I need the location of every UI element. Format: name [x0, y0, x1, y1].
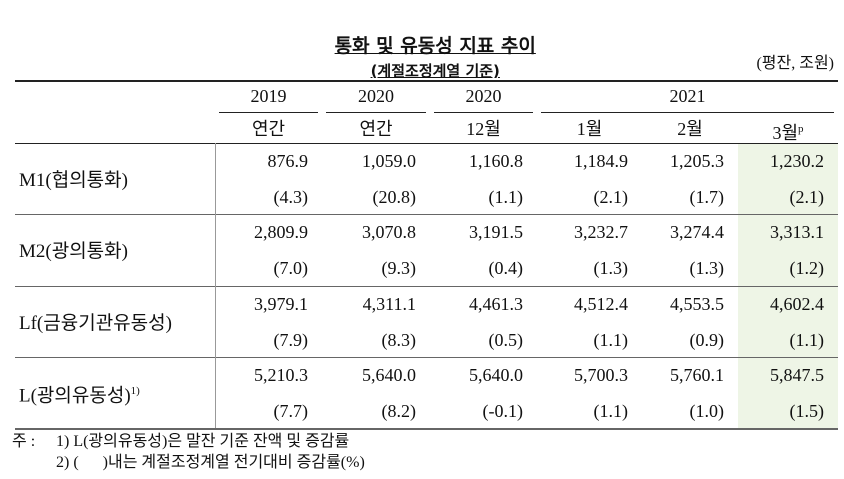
- rule: [15, 214, 838, 216]
- rule: [219, 112, 318, 113]
- value-cell: 1,205.3: [670, 151, 724, 171]
- change-cell: (7.0): [273, 258, 309, 279]
- value-cell: 3,313.1: [770, 222, 824, 243]
- period-header: 3월p: [738, 119, 838, 143]
- period-header: 12월: [430, 119, 537, 139]
- rule: [215, 143, 216, 428]
- note-item: 1) L(광의유동성)은 말잔 기준 잔액 및 증감률: [56, 433, 350, 450]
- change-cell: (9.3): [381, 258, 417, 279]
- rule: [541, 112, 834, 113]
- row-label-text: M1(협의통화): [19, 170, 128, 191]
- change-cell: (2.1): [789, 187, 825, 207]
- value-cell: 5,640.0: [362, 364, 416, 385]
- rule: [15, 143, 838, 144]
- value-cell: 3,191.5: [469, 222, 523, 243]
- value-cell: 3,232.7: [574, 222, 628, 243]
- change-cell: (0.4): [488, 258, 524, 279]
- value-cell: 4,461.3: [469, 293, 523, 314]
- year-header: 2020: [358, 86, 394, 106]
- change-cell: (1.1): [488, 187, 524, 207]
- value-cell: 4,553.5: [670, 293, 724, 314]
- value-cell: 5,700.3: [574, 364, 628, 385]
- row-label: Lf(금융기관유동성): [19, 312, 172, 334]
- value-cell: 5,847.5: [770, 364, 824, 385]
- row-label: M1(협의통화): [19, 171, 128, 191]
- period-text: 3월: [772, 123, 799, 143]
- value-cell: 2,809.9: [254, 222, 308, 243]
- row-label-text: L(광의유동성): [19, 385, 131, 407]
- period-text: 12월: [466, 119, 501, 139]
- rule: [326, 112, 426, 113]
- period-text: 2월: [677, 119, 703, 139]
- period-text: 연간: [359, 119, 393, 139]
- change-cell: (8.2): [381, 400, 417, 421]
- value-cell: 4,512.4: [574, 293, 628, 314]
- change-cell: (-0.1): [482, 400, 523, 421]
- value-cell: 876.9: [267, 151, 309, 171]
- change-cell: (2.1): [593, 187, 629, 207]
- change-cell: (0.5): [488, 329, 524, 350]
- value-cell: 3,979.1: [254, 293, 308, 314]
- rule: [15, 356, 838, 358]
- change-cell: (1.3): [593, 258, 629, 279]
- period-text: 연간: [251, 119, 286, 139]
- note-prefix: 주 :: [12, 433, 36, 450]
- change-cell: (1.7): [689, 187, 725, 207]
- value-cell: 3,070.8: [362, 222, 416, 243]
- rule: [15, 285, 838, 287]
- change-cell: (1.0): [689, 400, 725, 421]
- rule: [434, 112, 533, 113]
- year-header: 2019: [250, 86, 287, 106]
- value-cell: 1,230.2: [770, 151, 824, 171]
- change-cell: (8.3): [381, 329, 417, 350]
- year-header: 2020: [465, 86, 502, 106]
- change-cell: (1.1): [593, 329, 629, 350]
- unit: (평잔, 조원): [756, 55, 834, 72]
- period-header: 2월: [642, 119, 738, 139]
- period-text: 1월: [576, 119, 603, 139]
- title-block: 통화 및 유동성 지표 추이 (계절조정계열 기준): [0, 10, 844, 107]
- row-label-text: Lf(금융기관유동성): [19, 312, 172, 334]
- value-cell: 4,311.1: [362, 293, 416, 314]
- value-cell: 5,210.3: [254, 364, 308, 385]
- period-note: p: [798, 123, 804, 135]
- change-cell: (4.3): [273, 187, 309, 207]
- note-item: 2) ( )내는 계절조정계열 전기대비 증감률(%): [56, 454, 365, 471]
- value-cell: 5,640.0: [469, 364, 523, 385]
- value-cell: 1,160.8: [469, 151, 523, 171]
- change-cell: (0.9): [689, 329, 725, 350]
- period-header: 1월: [537, 119, 642, 139]
- row-label-note: 1): [130, 384, 140, 397]
- value-cell: 1,184.9: [574, 151, 628, 171]
- value-cell: 4,602.4: [770, 293, 824, 314]
- row-label: L(광의유동성)1): [19, 381, 140, 406]
- rule: [15, 428, 838, 430]
- row-label-text: M2(광의통화): [19, 241, 128, 263]
- title: 통화 및 유동성 지표 추이: [334, 35, 536, 57]
- change-cell: (20.8): [372, 187, 417, 207]
- change-cell: (1.1): [593, 400, 629, 421]
- subtitle: (계절조정계열 기준): [370, 62, 500, 80]
- change-cell: (1.1): [789, 329, 825, 350]
- change-cell: (7.9): [273, 329, 309, 350]
- change-cell: (7.7): [273, 400, 309, 421]
- rule: [15, 80, 838, 82]
- year-header: 2021: [669, 86, 706, 106]
- period-header: 연간: [215, 119, 322, 139]
- value-cell: 1,059.0: [362, 151, 416, 171]
- change-cell: (1.5): [789, 400, 825, 421]
- value-cell: 5,760.1: [670, 364, 724, 385]
- change-cell: (1.3): [689, 258, 725, 279]
- value-cell: 3,274.4: [670, 222, 724, 243]
- period-header: 연간: [322, 119, 430, 139]
- change-cell: (1.2): [789, 258, 825, 279]
- row-label: M2(광의통화): [19, 242, 128, 262]
